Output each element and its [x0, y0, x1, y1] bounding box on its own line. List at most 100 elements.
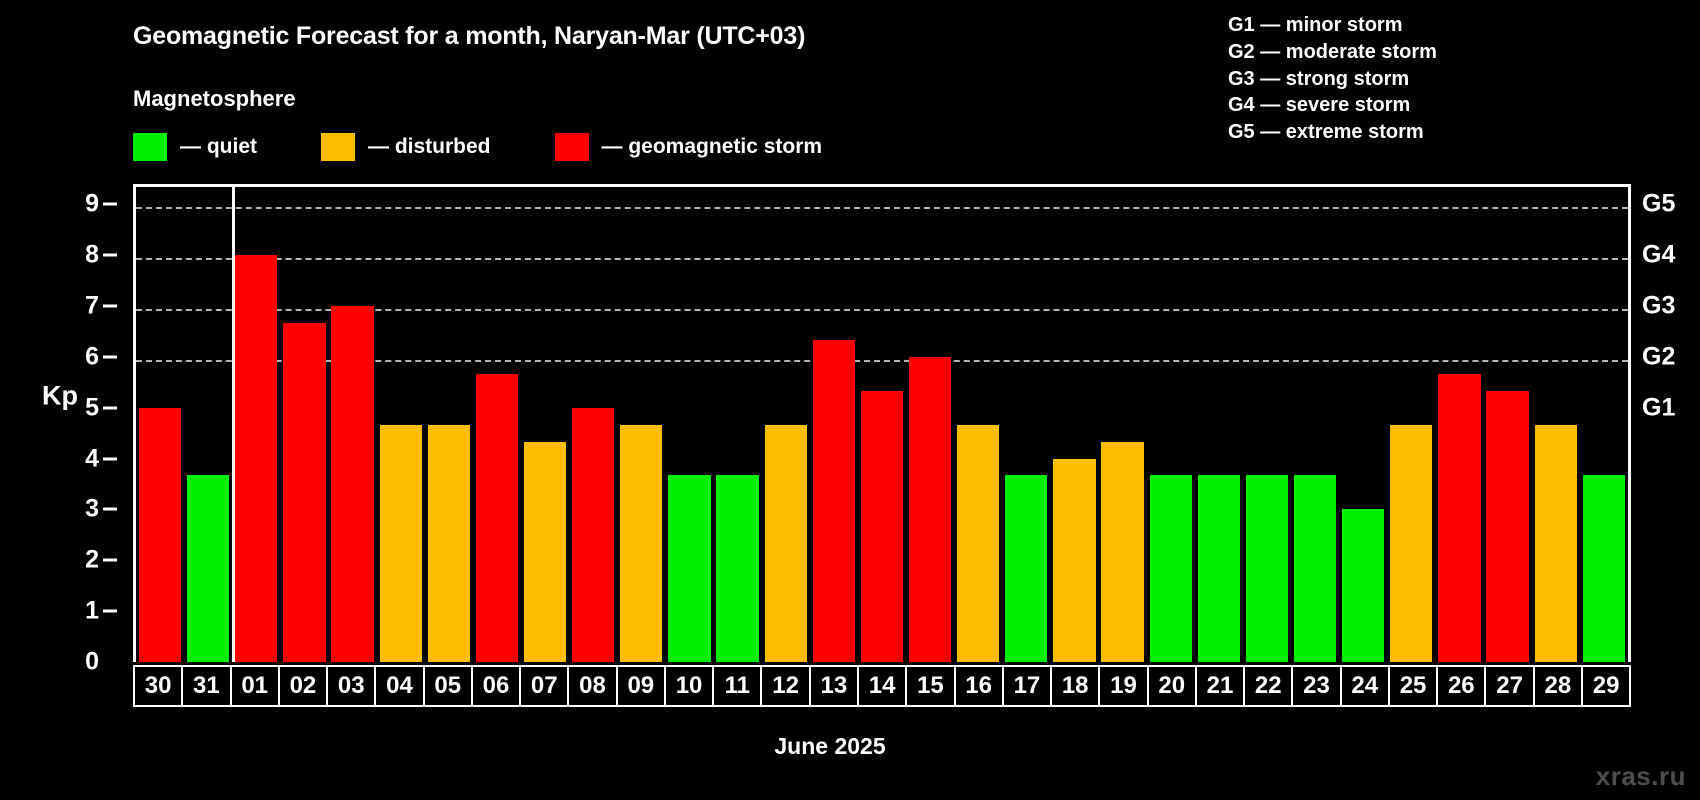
- legend-swatch-storm: [554, 133, 589, 161]
- day-label-27[interactable]: 27: [1486, 667, 1535, 705]
- bar-day-11-quiet[interactable]: [716, 475, 759, 662]
- bar-day-22-quiet[interactable]: [1245, 475, 1289, 662]
- y-tick-mark-3: [103, 507, 117, 511]
- bar-slot-day-05[interactable]: [425, 187, 473, 662]
- bar-day-14-storm[interactable]: [860, 390, 904, 662]
- day-label-25[interactable]: 25: [1390, 667, 1439, 705]
- bar-day-30-storm[interactable]: [138, 407, 182, 662]
- day-label-26[interactable]: 26: [1438, 667, 1487, 705]
- bar-day-19-disturbed[interactable]: [1101, 441, 1144, 662]
- bar-slot-day-28[interactable]: [1532, 187, 1580, 662]
- bar-slot-day-11[interactable]: [714, 187, 762, 662]
- day-label-19[interactable]: 19: [1100, 667, 1149, 705]
- bar-slot-day-29[interactable]: [1580, 187, 1628, 662]
- day-label-04[interactable]: 04: [376, 667, 425, 705]
- day-axis-labels: 30 31 01 02 03 04 05 06 07 08 09 10 11 12 13 14 15 16 17 18…: [133, 665, 1631, 707]
- day-label-24[interactable]: 24: [1342, 667, 1390, 705]
- bar-day-28-disturbed[interactable]: [1534, 424, 1577, 662]
- bar-day-25-disturbed[interactable]: [1390, 424, 1433, 662]
- day-label-20[interactable]: 20: [1149, 667, 1197, 705]
- day-label-14[interactable]: 14: [859, 667, 908, 705]
- bar-slot-day-15[interactable]: [906, 187, 954, 662]
- day-label-31[interactable]: 31: [183, 667, 232, 705]
- bar-day-27-storm[interactable]: [1486, 390, 1529, 662]
- bar-slot-day-22[interactable]: [1243, 187, 1291, 662]
- bar-day-12-disturbed[interactable]: [764, 424, 807, 662]
- day-label-10[interactable]: 10: [666, 667, 715, 705]
- bar-slot-day-26[interactable]: [1435, 187, 1483, 662]
- day-label-17[interactable]: 17: [1004, 667, 1053, 705]
- bar-day-07-disturbed[interactable]: [523, 441, 567, 662]
- bar-slot-day-27[interactable]: [1484, 187, 1532, 662]
- bar-day-21-quiet[interactable]: [1197, 475, 1240, 662]
- bar-day-31-quiet[interactable]: [187, 475, 230, 662]
- bar-slot-day-21[interactable]: [1195, 187, 1243, 662]
- y-tick-label-8: 8: [85, 240, 99, 269]
- bar-day-26-storm[interactable]: [1438, 373, 1481, 662]
- day-label-15[interactable]: 15: [907, 667, 956, 705]
- bar-slot-day-01[interactable]: [232, 187, 280, 662]
- day-label-08[interactable]: 08: [569, 667, 618, 705]
- bar-slot-day-18[interactable]: [1050, 187, 1098, 662]
- bar-slot-day-16[interactable]: [954, 187, 1002, 662]
- bar-slot-day-30[interactable]: [136, 187, 184, 662]
- bar-slot-day-13[interactable]: [810, 187, 858, 662]
- bar-slot-day-17[interactable]: [1002, 187, 1050, 662]
- bar-slot-day-09[interactable]: [617, 187, 665, 662]
- bar-slot-day-10[interactable]: [665, 187, 713, 662]
- day-label-30[interactable]: 30: [135, 667, 184, 705]
- day-label-16[interactable]: 16: [956, 667, 1004, 705]
- bar-day-16-disturbed[interactable]: [957, 424, 1000, 662]
- bar-day-04-disturbed[interactable]: [379, 424, 422, 662]
- bar-day-09-disturbed[interactable]: [620, 424, 663, 662]
- bar-slot-day-24[interactable]: [1339, 187, 1387, 662]
- day-label-09[interactable]: 09: [618, 667, 666, 705]
- bar-day-17-quiet[interactable]: [1005, 475, 1048, 662]
- bar-slot-day-03[interactable]: [329, 187, 377, 662]
- bar-slot-day-08[interactable]: [569, 187, 617, 662]
- day-label-06[interactable]: 06: [473, 667, 522, 705]
- bar-day-06-storm[interactable]: [475, 373, 519, 662]
- day-label-22[interactable]: 22: [1245, 667, 1294, 705]
- day-label-02[interactable]: 02: [280, 667, 329, 705]
- y-tick-mark-2: [103, 558, 117, 562]
- bar-day-24-quiet[interactable]: [1342, 509, 1385, 662]
- day-label-21[interactable]: 21: [1197, 667, 1246, 705]
- bar-slot-day-19[interactable]: [1099, 187, 1147, 662]
- bar-day-18-disturbed[interactable]: [1053, 458, 1096, 662]
- bar-slot-day-04[interactable]: [377, 187, 425, 662]
- day-label-03[interactable]: 03: [328, 667, 377, 705]
- day-label-29[interactable]: 29: [1592, 672, 1620, 699]
- bar-slot-day-12[interactable]: [762, 187, 810, 662]
- bar-slot-day-07[interactable]: [521, 187, 569, 662]
- bar-slot-day-31[interactable]: [184, 187, 232, 662]
- day-label-05[interactable]: 05: [425, 667, 473, 705]
- bar-day-13-storm[interactable]: [812, 340, 855, 662]
- day-label-23[interactable]: 23: [1293, 667, 1342, 705]
- bar-day-08-storm[interactable]: [572, 407, 615, 662]
- day-label-07[interactable]: 07: [521, 667, 570, 705]
- day-label-12[interactable]: 12: [762, 667, 811, 705]
- day-label-11[interactable]: 11: [714, 667, 763, 705]
- gscale-row-g5: G5 — extreme storm: [1228, 121, 1424, 144]
- day-label-28[interactable]: 28: [1535, 667, 1583, 705]
- bar-day-01-storm[interactable]: [235, 255, 278, 662]
- bar-day-02-storm[interactable]: [283, 322, 326, 662]
- bar-slot-day-14[interactable]: [858, 187, 906, 662]
- bar-slot-day-23[interactable]: [1291, 187, 1339, 662]
- bar-slot-day-02[interactable]: [280, 187, 328, 662]
- page-title: Geomagnetic Forecast for a month, Naryan…: [133, 22, 806, 50]
- bar-day-03-storm[interactable]: [331, 306, 374, 662]
- bar-day-23-quiet[interactable]: [1293, 475, 1337, 662]
- bar-day-15-storm[interactable]: [908, 356, 952, 662]
- bar-slot-day-20[interactable]: [1147, 187, 1195, 662]
- bar-slot-day-06[interactable]: [473, 187, 521, 662]
- bar-day-29-quiet[interactable]: [1582, 475, 1625, 662]
- bar-slot-day-25[interactable]: [1387, 187, 1435, 662]
- day-label-13[interactable]: 13: [811, 667, 859, 705]
- day-label-18[interactable]: 18: [1052, 667, 1101, 705]
- bar-day-10-quiet[interactable]: [668, 475, 711, 662]
- day-label-01[interactable]: 01: [232, 667, 280, 705]
- bar-day-20-quiet[interactable]: [1149, 475, 1192, 662]
- bar-day-05-disturbed[interactable]: [427, 424, 470, 662]
